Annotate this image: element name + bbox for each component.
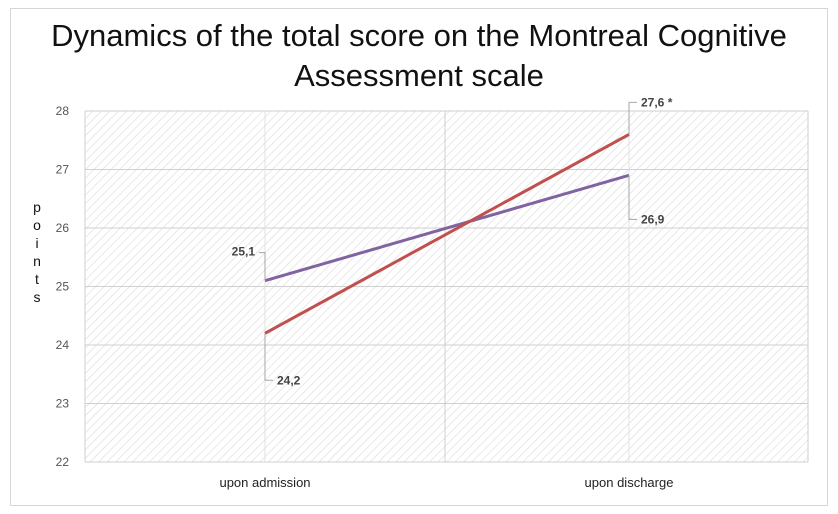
data-label: 26,9 — [641, 212, 665, 226]
data-label-leader — [628, 175, 637, 220]
y-tick-label: 28 — [56, 104, 70, 118]
chart-title: Dynamics of the total score on the Montr… — [51, 18, 787, 93]
data-label: 25,1 — [232, 245, 256, 259]
x-tick-label: upon discharge — [585, 475, 674, 490]
y-tick-label: 26 — [56, 221, 70, 235]
series-line — [264, 133, 630, 335]
data-label-leader — [264, 333, 273, 381]
y-tick-label: 27 — [56, 163, 70, 177]
y-tick-label: 25 — [56, 280, 70, 294]
data-label: 27,6 * — [641, 95, 673, 109]
data-label-leader — [628, 101, 637, 135]
x-tick-label: upon admission — [219, 475, 310, 490]
y-tick-label: 23 — [56, 397, 70, 411]
y-axis-label: p o i n t s — [33, 199, 41, 305]
y-tick-label: 22 — [56, 455, 70, 469]
series-line — [264, 173, 630, 283]
data-label: 24,2 — [277, 373, 301, 387]
y-tick-label: 24 — [56, 338, 70, 352]
data-label-leader — [259, 252, 266, 281]
